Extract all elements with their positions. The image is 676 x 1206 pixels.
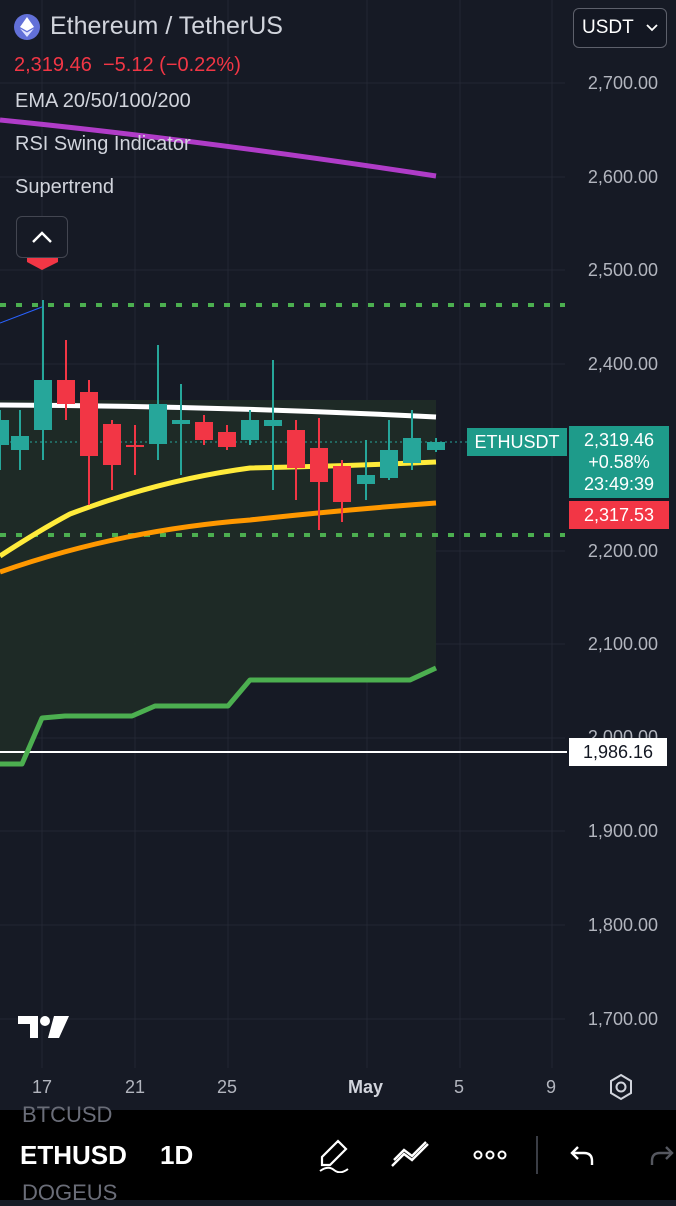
supertrend-fill-area: [0, 400, 436, 764]
candles: [0, 255, 445, 530]
candle-body: [333, 466, 351, 502]
last-price: 2,319.46: [14, 54, 92, 76]
price-axis-label: 2,100.00: [587, 634, 658, 654]
candle-body: [80, 392, 98, 456]
time-axis-label: 17: [32, 1077, 53, 1097]
candle-body: [287, 430, 305, 468]
ethereum-icon: [14, 13, 40, 40]
time-axis-label: 25: [217, 1077, 238, 1097]
price-axis-label: 2,500.00: [587, 260, 658, 280]
current-symbol[interactable]: ETHUSD: [20, 1140, 127, 1170]
candle-body: [0, 420, 9, 445]
supertrend-line: [0, 665, 438, 767]
settings-icon[interactable]: [606, 1072, 636, 1102]
ema20-line: [0, 459, 437, 559]
price-axis-label: 1,900.00: [587, 821, 658, 841]
candle-body: [57, 380, 75, 404]
candle-body: [126, 445, 144, 447]
candle-body: [380, 450, 398, 478]
indicator-lines: [0, 117, 567, 767]
price-axis-label: 2,400.00: [587, 354, 658, 374]
time-axis-label: 9: [546, 1077, 557, 1097]
time-axis-label: May: [348, 1077, 384, 1097]
chevron-up-icon: [32, 231, 52, 243]
candle-body: [218, 432, 236, 447]
candle-body: [264, 420, 282, 426]
price-axis-label: 1,800.00: [587, 915, 658, 935]
supertrend-fill: [0, 400, 436, 764]
bar-countdown: 23:49:39: [583, 474, 655, 494]
more-button[interactable]: [470, 1133, 510, 1177]
ema200-line: [0, 117, 437, 179]
drawing-tool-button[interactable]: [314, 1133, 354, 1177]
candle-body: [11, 436, 29, 450]
toolbar-divider: [536, 1136, 538, 1174]
horizontal-line-price-tag: 1,986.16: [569, 738, 667, 766]
redo-icon: [650, 1146, 674, 1165]
last-price-tag-change: +0.58%: [588, 452, 650, 472]
candle-body: [172, 420, 190, 424]
collapse-indicators-button[interactable]: [16, 216, 68, 258]
symbol-header[interactable]: Ethereum / TetherUS: [14, 12, 283, 41]
indicator-supertrend[interactable]: Supertrend: [15, 176, 114, 198]
bottom-toolbar: [0, 1110, 676, 1200]
chart-canvas[interactable]: [0, 0, 676, 1110]
undo-icon: [570, 1146, 594, 1165]
ema50-line: [0, 500, 437, 575]
time-axis-label: 5: [454, 1077, 465, 1097]
price-axis-label: 1,700.00: [587, 1009, 658, 1029]
pencil-icon: [319, 1139, 349, 1173]
redo-button[interactable]: [642, 1133, 676, 1177]
timeframe-selector[interactable]: 1D: [160, 1140, 194, 1170]
price-change-pct: (−0.22%): [159, 54, 241, 76]
ema100-line: [0, 402, 437, 420]
chevron-down-icon: [646, 24, 658, 32]
more-icon: [473, 1150, 507, 1160]
candle-body: [241, 420, 259, 440]
symbol-tag: ETHUSDT: [467, 428, 567, 456]
last-price-tag: 2,319.46 +0.58% 23:49:39: [569, 426, 669, 498]
currency-value: USDT: [582, 17, 634, 38]
price-axis-label: 2,700.00: [587, 73, 658, 93]
time-axis-label: 21: [125, 1077, 146, 1097]
trendline-icon: [391, 1141, 429, 1167]
candle-body: [103, 424, 121, 465]
price-change-row: 2,319.46 −5.12 (−0.22%): [14, 54, 241, 77]
undo-button[interactable]: [562, 1133, 602, 1177]
trend-segment-line: [0, 306, 43, 324]
indicator-rsi-swing[interactable]: RSI Swing Indicator: [15, 133, 191, 155]
price-axis-label: 2,600.00: [587, 167, 658, 187]
last-price-tag-value: 2,319.46: [583, 430, 655, 450]
tradingview-logo-icon[interactable]: [18, 1012, 70, 1042]
candle-body: [403, 438, 421, 463]
candle-body: [357, 475, 375, 484]
other-price-tag: 2,317.53: [569, 501, 669, 529]
indicator-ema[interactable]: EMA 20/50/100/200: [15, 90, 191, 112]
signal-marker: [27, 255, 58, 270]
currency-select[interactable]: USDT: [573, 8, 667, 48]
candle-body: [310, 448, 328, 482]
trendline-tool-button[interactable]: [390, 1133, 430, 1177]
price-axis-label: 2,200.00: [587, 541, 658, 561]
candle-body: [34, 380, 52, 430]
candle-body: [427, 442, 445, 450]
candle-body: [195, 422, 213, 440]
symbol-list-next[interactable]: DOGEUS: [22, 1180, 118, 1205]
price-change: −5.12: [102, 54, 154, 76]
symbol-title: Ethereum / TetherUS: [50, 12, 283, 40]
symbol-list-prev[interactable]: BTCUSD: [22, 1102, 113, 1127]
candle-body: [149, 404, 167, 444]
